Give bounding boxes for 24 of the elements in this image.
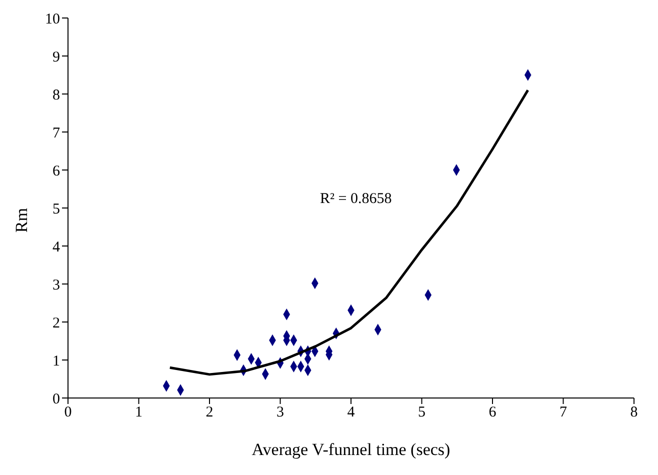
y-tick-label: 0 bbox=[52, 391, 60, 408]
y-tick-label: 9 bbox=[52, 49, 60, 66]
x-axis-title: Average V-funnel time (secs) bbox=[252, 440, 450, 460]
y-tick-label: 10 bbox=[45, 11, 60, 28]
y-tick-label: 6 bbox=[52, 163, 60, 180]
y-tick-label: 3 bbox=[52, 277, 60, 294]
x-tick-label: 2 bbox=[206, 404, 214, 421]
x-tick-label: 5 bbox=[418, 404, 426, 421]
annotation: R² = 0.8658 bbox=[320, 191, 392, 208]
x-tick-label: 4 bbox=[347, 404, 356, 421]
y-tick-label: 8 bbox=[52, 87, 60, 104]
y-tick-label: 5 bbox=[52, 201, 60, 218]
x-tick-label: 3 bbox=[276, 404, 284, 421]
y-axis-title: Rm bbox=[12, 208, 32, 233]
x-tick-label: 8 bbox=[630, 404, 638, 421]
y-tick-label: 4 bbox=[52, 239, 60, 256]
y-tick-label: 7 bbox=[52, 125, 60, 142]
y-tick-label: 1 bbox=[52, 353, 60, 370]
line-series bbox=[168, 88, 530, 376]
y-tick-label: 2 bbox=[52, 315, 60, 332]
x-tick-label: 1 bbox=[135, 404, 142, 421]
x-tick-label: 0 bbox=[64, 404, 72, 421]
x-tick-label: 6 bbox=[488, 404, 497, 421]
x-tick-label: 7 bbox=[560, 404, 568, 421]
